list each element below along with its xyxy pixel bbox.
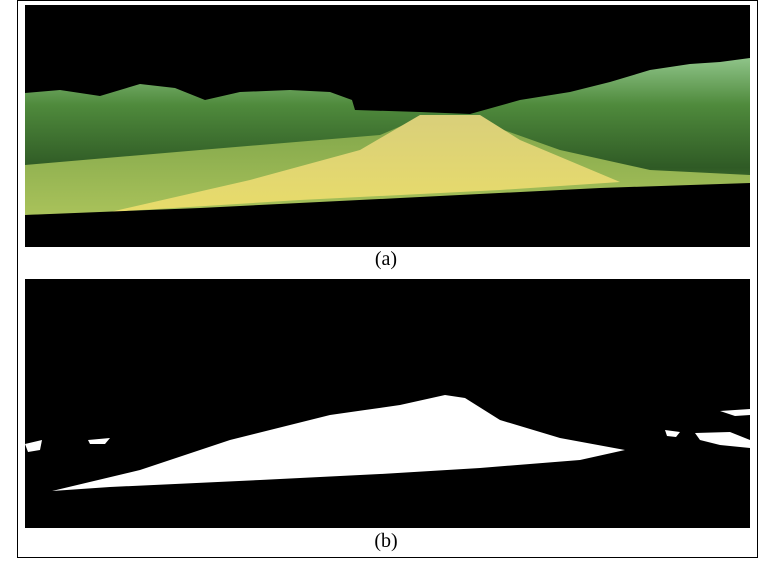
panel-b-image bbox=[25, 279, 750, 528]
page: {"panels": [{"caption": "(a)"}, {"captio… bbox=[0, 0, 762, 558]
figure: (a) (b) bbox=[0, 0, 762, 558]
panel-caption: (a) bbox=[375, 248, 397, 270]
panel-a-image bbox=[25, 5, 750, 247]
panel-caption: (b) bbox=[374, 530, 397, 552]
